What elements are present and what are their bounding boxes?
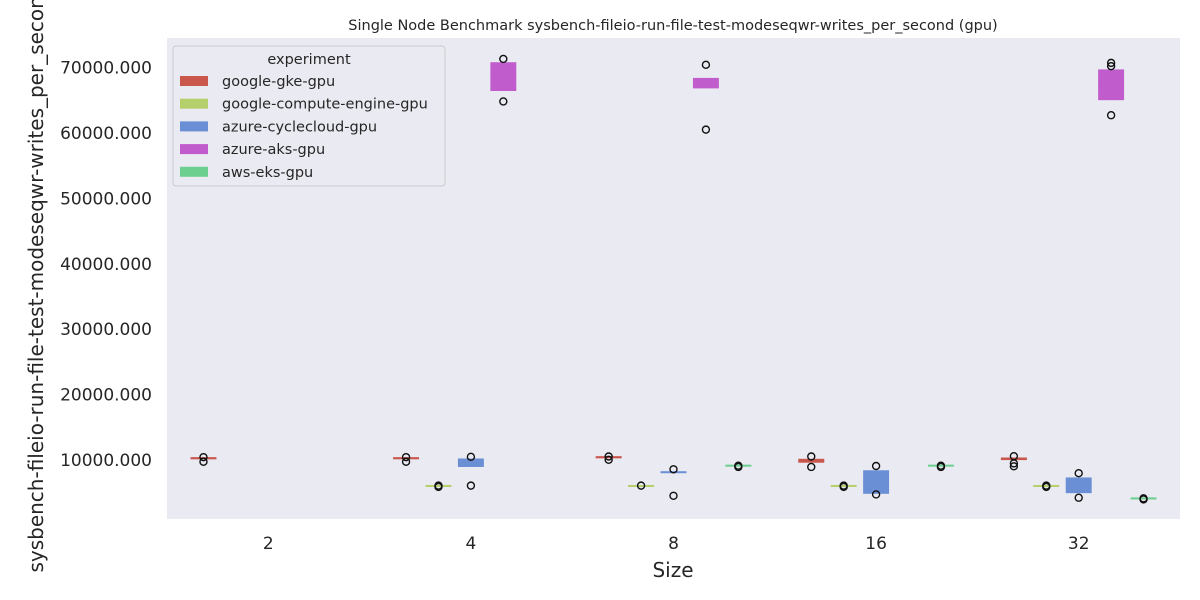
y-tick-label-0: 10000.000 bbox=[60, 451, 152, 471]
outlier-google-gke-gpu-8-1 bbox=[604, 455, 613, 464]
y-tick-label-1: 20000.000 bbox=[60, 386, 152, 406]
outlier-azure-cyclecloud-gpu-32-1 bbox=[1074, 493, 1083, 502]
outlier-azure-cyclecloud-gpu-4-0 bbox=[466, 452, 476, 462]
outlier-google-compute-engine-gpu-8-0 bbox=[636, 481, 646, 490]
outlier-azure-cyclecloud-gpu-16-1 bbox=[871, 490, 881, 499]
y-tick-label-4: 50000.000 bbox=[60, 189, 152, 209]
outlier-azure-aks-gpu-8-0 bbox=[701, 60, 711, 70]
chart-title: Single Node Benchmark sysbench-fileio-ru… bbox=[348, 18, 997, 34]
outlier-google-compute-engine-gpu-4-1 bbox=[434, 482, 443, 492]
x-tick-label-2: 2 bbox=[263, 534, 274, 554]
outlier-azure-aks-gpu-4-0 bbox=[499, 54, 508, 64]
x-tick-label-32: 32 bbox=[1068, 534, 1090, 554]
outlier-google-gke-gpu-2-0 bbox=[199, 452, 208, 462]
outlier-aws-eks-gpu-8-1 bbox=[734, 462, 743, 472]
outlier-google-gke-gpu-4-1 bbox=[401, 457, 411, 466]
outlier-azure-aks-gpu-4-1 bbox=[499, 97, 508, 106]
legend-swatch-aws-eks-gpu bbox=[180, 166, 208, 177]
x-tick-label-8: 8 bbox=[668, 534, 679, 554]
outlier-google-gke-gpu-16-0 bbox=[807, 452, 816, 461]
legend-label-google-gke-gpu: google-gke-gpu bbox=[222, 74, 335, 90]
y-tick-label-3: 40000.000 bbox=[60, 255, 152, 275]
outlier-google-gke-gpu-2-1 bbox=[199, 457, 208, 466]
legend-label-azure-aks-gpu: azure-aks-gpu bbox=[222, 142, 325, 158]
legend-label-azure-cyclecloud-gpu: azure-cyclecloud-gpu bbox=[222, 119, 377, 135]
outlier-google-gke-gpu-8-0 bbox=[604, 452, 613, 461]
outlier-google-gke-gpu-4-0 bbox=[401, 452, 411, 462]
outlier-azure-aks-gpu-32-1 bbox=[1106, 61, 1116, 71]
legend-items: google-gke-gpu google-compute-engine-gpu a… bbox=[180, 74, 428, 181]
boxes-layer bbox=[190, 62, 1157, 500]
box-azure-cyclecloud-gpu-16 bbox=[863, 470, 890, 494]
y-tick-label-5: 60000.000 bbox=[60, 124, 152, 144]
legend-swatch-google-compute-engine-gpu bbox=[180, 98, 208, 109]
outlier-aws-eks-gpu-16-1 bbox=[936, 462, 946, 472]
box-google-gke-gpu-8 bbox=[595, 456, 622, 459]
box-azure-aks-gpu-4 bbox=[490, 62, 517, 92]
legend-swatch-azure-cyclecloud-gpu bbox=[180, 121, 208, 132]
outlier-google-gke-gpu-16-1 bbox=[807, 462, 816, 472]
legend-label-google-compute-engine-gpu: google-compute-engine-gpu bbox=[222, 97, 428, 113]
legend-frame bbox=[172, 45, 446, 187]
x-axis-label: Size bbox=[652, 558, 693, 582]
x-tick-label-4: 4 bbox=[465, 534, 476, 554]
outlier-google-compute-engine-gpu-16-1 bbox=[839, 482, 848, 492]
x-tick-label-16: 16 bbox=[865, 534, 887, 554]
outlier-azure-cyclecloud-gpu-8-0 bbox=[669, 465, 678, 474]
outlier-azure-cyclecloud-gpu-4-1 bbox=[466, 481, 476, 490]
y-axis-label: sysbench-fileio-run-file-test-modeseqwr-… bbox=[24, 0, 48, 573]
outlier-google-gke-gpu-32-2 bbox=[1009, 462, 1019, 471]
outlier-azure-cyclecloud-gpu-16-0 bbox=[871, 461, 881, 471]
y-tick-label-2: 30000.000 bbox=[60, 320, 152, 340]
outlier-azure-cyclecloud-gpu-32-0 bbox=[1074, 468, 1083, 478]
outlier-aws-eks-gpu-32-1 bbox=[1139, 495, 1148, 504]
y-tick-labels: 10000.000 20000.000 30000.000 40000.000 5000… bbox=[60, 58, 152, 471]
legend-title: experiment bbox=[267, 52, 351, 68]
outlier-google-compute-engine-gpu-32-1 bbox=[1042, 482, 1051, 492]
outlier-azure-aks-gpu-8-1 bbox=[701, 125, 711, 134]
outliers-layer bbox=[199, 54, 1148, 504]
box-azure-aks-gpu-32 bbox=[1098, 69, 1125, 101]
outlier-azure-aks-gpu-32-0 bbox=[1106, 58, 1116, 68]
legend-swatch-google-gke-gpu bbox=[180, 76, 208, 86]
outlier-google-gke-gpu-32-1 bbox=[1009, 459, 1019, 468]
legend-label-aws-eks-gpu: aws-eks-gpu bbox=[222, 165, 313, 181]
outlier-azure-cyclecloud-gpu-8-1 bbox=[669, 491, 678, 500]
legend-swatch-azure-aks-gpu bbox=[180, 144, 208, 155]
legend: experiment google-gke-gpu google-compute-… bbox=[172, 45, 446, 187]
y-tick-label-6: 70000.000 bbox=[60, 58, 152, 78]
outlier-azure-aks-gpu-32-2 bbox=[1106, 111, 1116, 120]
x-tick-labels: 2 4 8 16 32 bbox=[263, 534, 1090, 554]
